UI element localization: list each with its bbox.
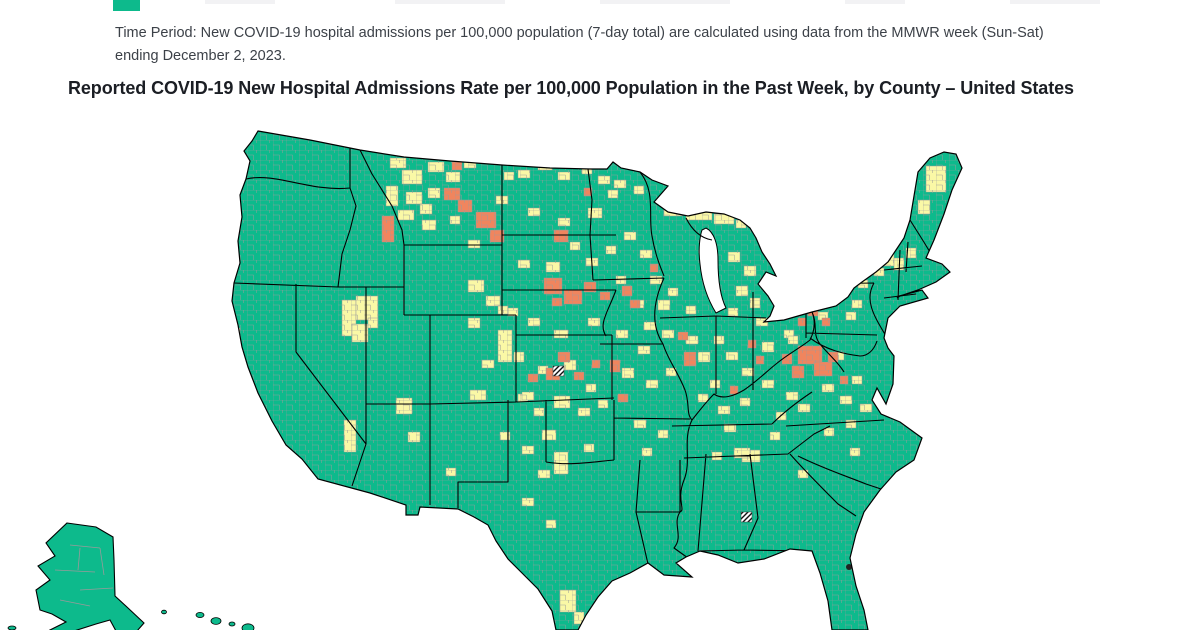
county-patch[interactable] xyxy=(740,511,753,523)
county-grid xyxy=(232,131,962,630)
legend-cutoff-text-remnant xyxy=(600,0,730,4)
county-patch[interactable] xyxy=(845,257,859,269)
county-patch[interactable] xyxy=(829,267,845,281)
no-data-counties xyxy=(552,365,753,523)
legend-color-swatch xyxy=(113,0,140,11)
county-patch[interactable] xyxy=(552,365,565,377)
lake-okeechobee xyxy=(846,564,852,570)
county-patch[interactable] xyxy=(777,305,791,315)
legend-cutoff-text-remnant xyxy=(845,0,905,4)
hawaii xyxy=(161,609,255,630)
alaska xyxy=(7,522,145,630)
time-period-note: Time Period: New COVID-19 hospital admis… xyxy=(115,25,1044,64)
legend-cutoff-text-remnant xyxy=(205,0,275,4)
alaska-borough-borders xyxy=(54,544,114,607)
state-borders xyxy=(233,141,933,565)
county-patch[interactable] xyxy=(797,299,811,309)
map-title: Reported COVID-19 New Hospital Admission… xyxy=(68,78,1074,98)
legend-cutoff-text-remnant xyxy=(1010,0,1100,4)
legend-cutoff-text-remnant xyxy=(395,0,505,4)
lake-michigan xyxy=(698,227,727,314)
